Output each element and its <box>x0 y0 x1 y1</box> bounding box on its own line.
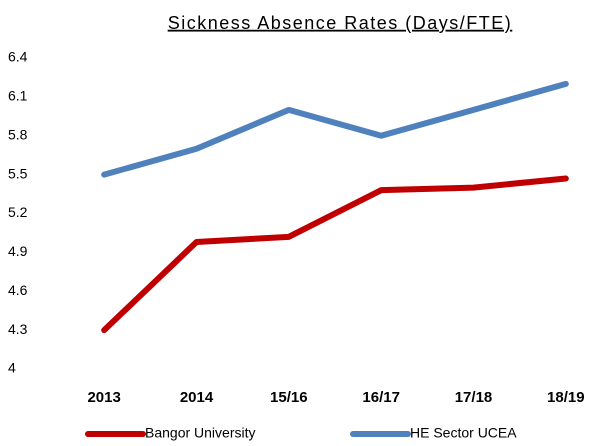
x-tick-label: 2014 <box>180 389 214 406</box>
legend-label: Bangor University <box>145 425 256 441</box>
y-tick-label: 5.5 <box>8 165 28 181</box>
y-tick-label: 4.6 <box>8 282 28 298</box>
series-line <box>101 175 569 334</box>
y-tick-label: 4 <box>8 360 16 376</box>
x-tick-label: 18/19 <box>547 389 585 406</box>
series-line <box>101 80 569 178</box>
chart-title: Sickness Absence Rates (Days/FTE) <box>168 13 513 33</box>
y-tick-label: 5.2 <box>8 204 28 220</box>
x-tick-label: 16/17 <box>362 389 400 406</box>
x-tick-label: 2013 <box>87 389 120 406</box>
y-tick-label: 4.9 <box>8 243 28 259</box>
y-tick-label: 6.4 <box>8 49 28 65</box>
x-tick-label: 15/16 <box>270 389 308 406</box>
x-tick-label: 17/18 <box>455 389 493 406</box>
legend-label: HE Sector UCEA <box>410 425 517 441</box>
y-tick-label: 5.8 <box>8 126 28 142</box>
y-tick-label: 4.3 <box>8 321 28 337</box>
y-tick-label: 6.1 <box>8 88 28 104</box>
